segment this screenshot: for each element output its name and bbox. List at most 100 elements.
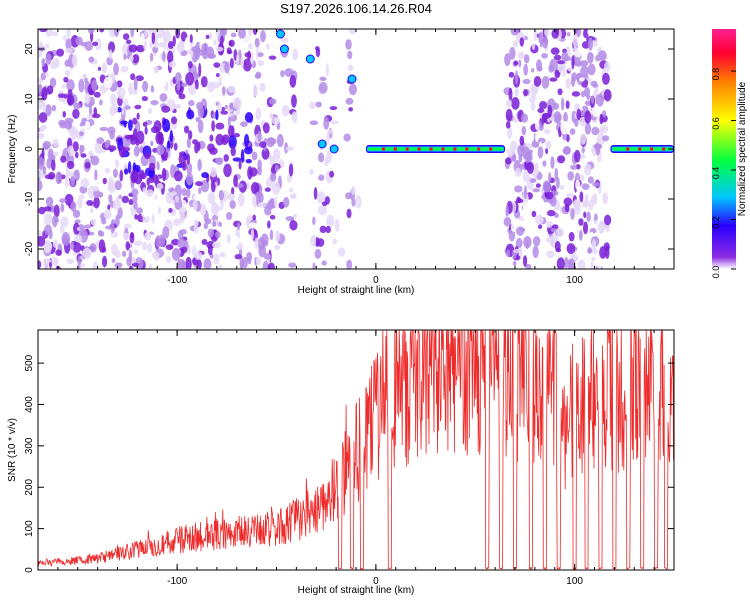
spectrogram-cell <box>52 151 59 157</box>
spectrogram-cell <box>202 50 209 60</box>
spectrogram-cell <box>90 155 100 166</box>
spectrogram-cell <box>179 207 186 212</box>
spectrogram-cell <box>566 243 576 254</box>
spectrogram-cell <box>564 256 569 269</box>
spectrogram-cell <box>147 242 152 254</box>
spectrogram-cell <box>599 113 604 125</box>
spectrogram-cell <box>545 147 549 155</box>
spectrogram-cell <box>175 29 181 39</box>
snr-xtick-label: 100 <box>566 576 583 587</box>
spectrogram-cell <box>115 214 120 227</box>
spectrogram-cell <box>549 58 558 72</box>
spectrogram-carrier-peak <box>429 147 433 151</box>
spectrogram-cell <box>595 93 604 107</box>
spectrogram-cell <box>95 219 100 231</box>
spectrogram-cell <box>565 78 572 89</box>
spectrogram-carrier-peak <box>381 147 385 151</box>
spectrogram-carrier-peak <box>417 147 421 151</box>
spectrogram-cell <box>172 35 176 47</box>
spectrogram-cell <box>80 178 90 188</box>
spectrogram-cell <box>197 104 204 119</box>
spectrogram-cell <box>213 62 221 68</box>
spectrogram-cell <box>49 77 57 88</box>
spectrogram-cell <box>267 220 271 229</box>
spectrogram-cell <box>245 158 252 164</box>
spectrogram-cell <box>591 239 597 252</box>
spectrogram-cell <box>107 204 111 211</box>
spectrogram-cell <box>194 251 203 261</box>
spectrogram-cell <box>157 206 161 215</box>
spectrogram-cell <box>570 164 577 170</box>
spectrogram-cell <box>84 161 91 169</box>
spectrogram-cell <box>95 48 103 57</box>
spectrogram-cell <box>513 60 519 66</box>
spectrogram-cell <box>132 194 138 203</box>
spectrogram-cell <box>592 181 600 187</box>
spectrogram-cell <box>569 128 576 135</box>
spectrogram-cell <box>92 41 99 47</box>
spectrogram-cell <box>180 228 187 235</box>
spectrogram-cell <box>273 80 280 87</box>
spectrogram-cell <box>215 109 219 121</box>
spectrogram-cell <box>541 36 549 49</box>
spectrogram-cell <box>105 139 111 146</box>
spectrogram-cell <box>218 189 225 201</box>
spectrogram-cell <box>136 44 146 53</box>
spectrogram-cell <box>315 101 322 108</box>
spectrogram-cell <box>519 37 525 47</box>
spectrogram-cell <box>99 29 105 33</box>
spectrogram-cell <box>52 138 59 148</box>
snr-axes: -100 0 100 0 100 200 300 400 500 <box>24 330 675 587</box>
spectrogram-cell <box>574 172 580 183</box>
spectrogram-cell <box>535 133 539 143</box>
spectrogram-cell <box>133 201 138 210</box>
spectrogram-cell <box>242 58 252 72</box>
spectrogram-cell <box>524 150 533 164</box>
spectrogram-cell <box>156 183 164 190</box>
spectrogram-cell <box>209 134 214 142</box>
spectrogram-cell <box>309 169 314 175</box>
spectrogram-cell <box>212 221 217 227</box>
spectrogram-cell <box>85 121 91 128</box>
spectrogram-cell <box>203 222 209 230</box>
spectrogram-cell <box>285 146 294 151</box>
spectrogram-cell <box>197 158 202 172</box>
spectrogram-cell <box>195 79 199 90</box>
colorbar-tick-label: 0.4 <box>711 167 721 180</box>
spectrogram-cell <box>580 60 589 67</box>
spectrogram-cell <box>509 46 516 60</box>
spectrogram-cell <box>534 214 544 225</box>
spectrogram-cell <box>112 199 121 210</box>
spectrogram-cell <box>269 98 277 105</box>
spectrogram-cell <box>571 91 581 97</box>
spectrogram-cell <box>221 86 226 96</box>
spectrogram-cell <box>121 107 125 116</box>
spectrogram-cell <box>114 180 122 191</box>
spectrogram-cell <box>325 63 329 77</box>
spectrogram-cell <box>595 86 599 95</box>
spectrogram-cell <box>326 214 335 228</box>
spectrogram-cell <box>323 116 330 130</box>
spectrogram-cell <box>147 107 153 115</box>
spectrogram-cell <box>179 210 185 224</box>
spectrogram-cell <box>546 250 555 259</box>
spectrogram-cell <box>580 133 587 145</box>
spectrogram-cell <box>531 140 540 148</box>
spectrogram-cell <box>80 153 87 158</box>
spectrogram-cell <box>73 169 80 182</box>
spectrogram-cell <box>159 93 168 102</box>
spectrogram-cell <box>153 66 159 74</box>
spectrogram-cell <box>231 261 237 267</box>
spectrogram-cell <box>141 211 148 218</box>
spectrogram-cell <box>522 78 531 85</box>
spectrogram-cell <box>128 199 134 206</box>
spectrogram-cell <box>73 102 82 110</box>
spectrogram-cell <box>107 177 114 191</box>
spectrogram-cell <box>257 202 266 209</box>
spectrogram-cell <box>178 153 187 165</box>
spectrogram-cell <box>269 172 277 182</box>
spectrogram-cell <box>240 56 244 69</box>
spectrogram-cell <box>92 185 99 192</box>
spectrogram-cell <box>252 214 256 221</box>
spectrogram-cell <box>533 29 538 42</box>
